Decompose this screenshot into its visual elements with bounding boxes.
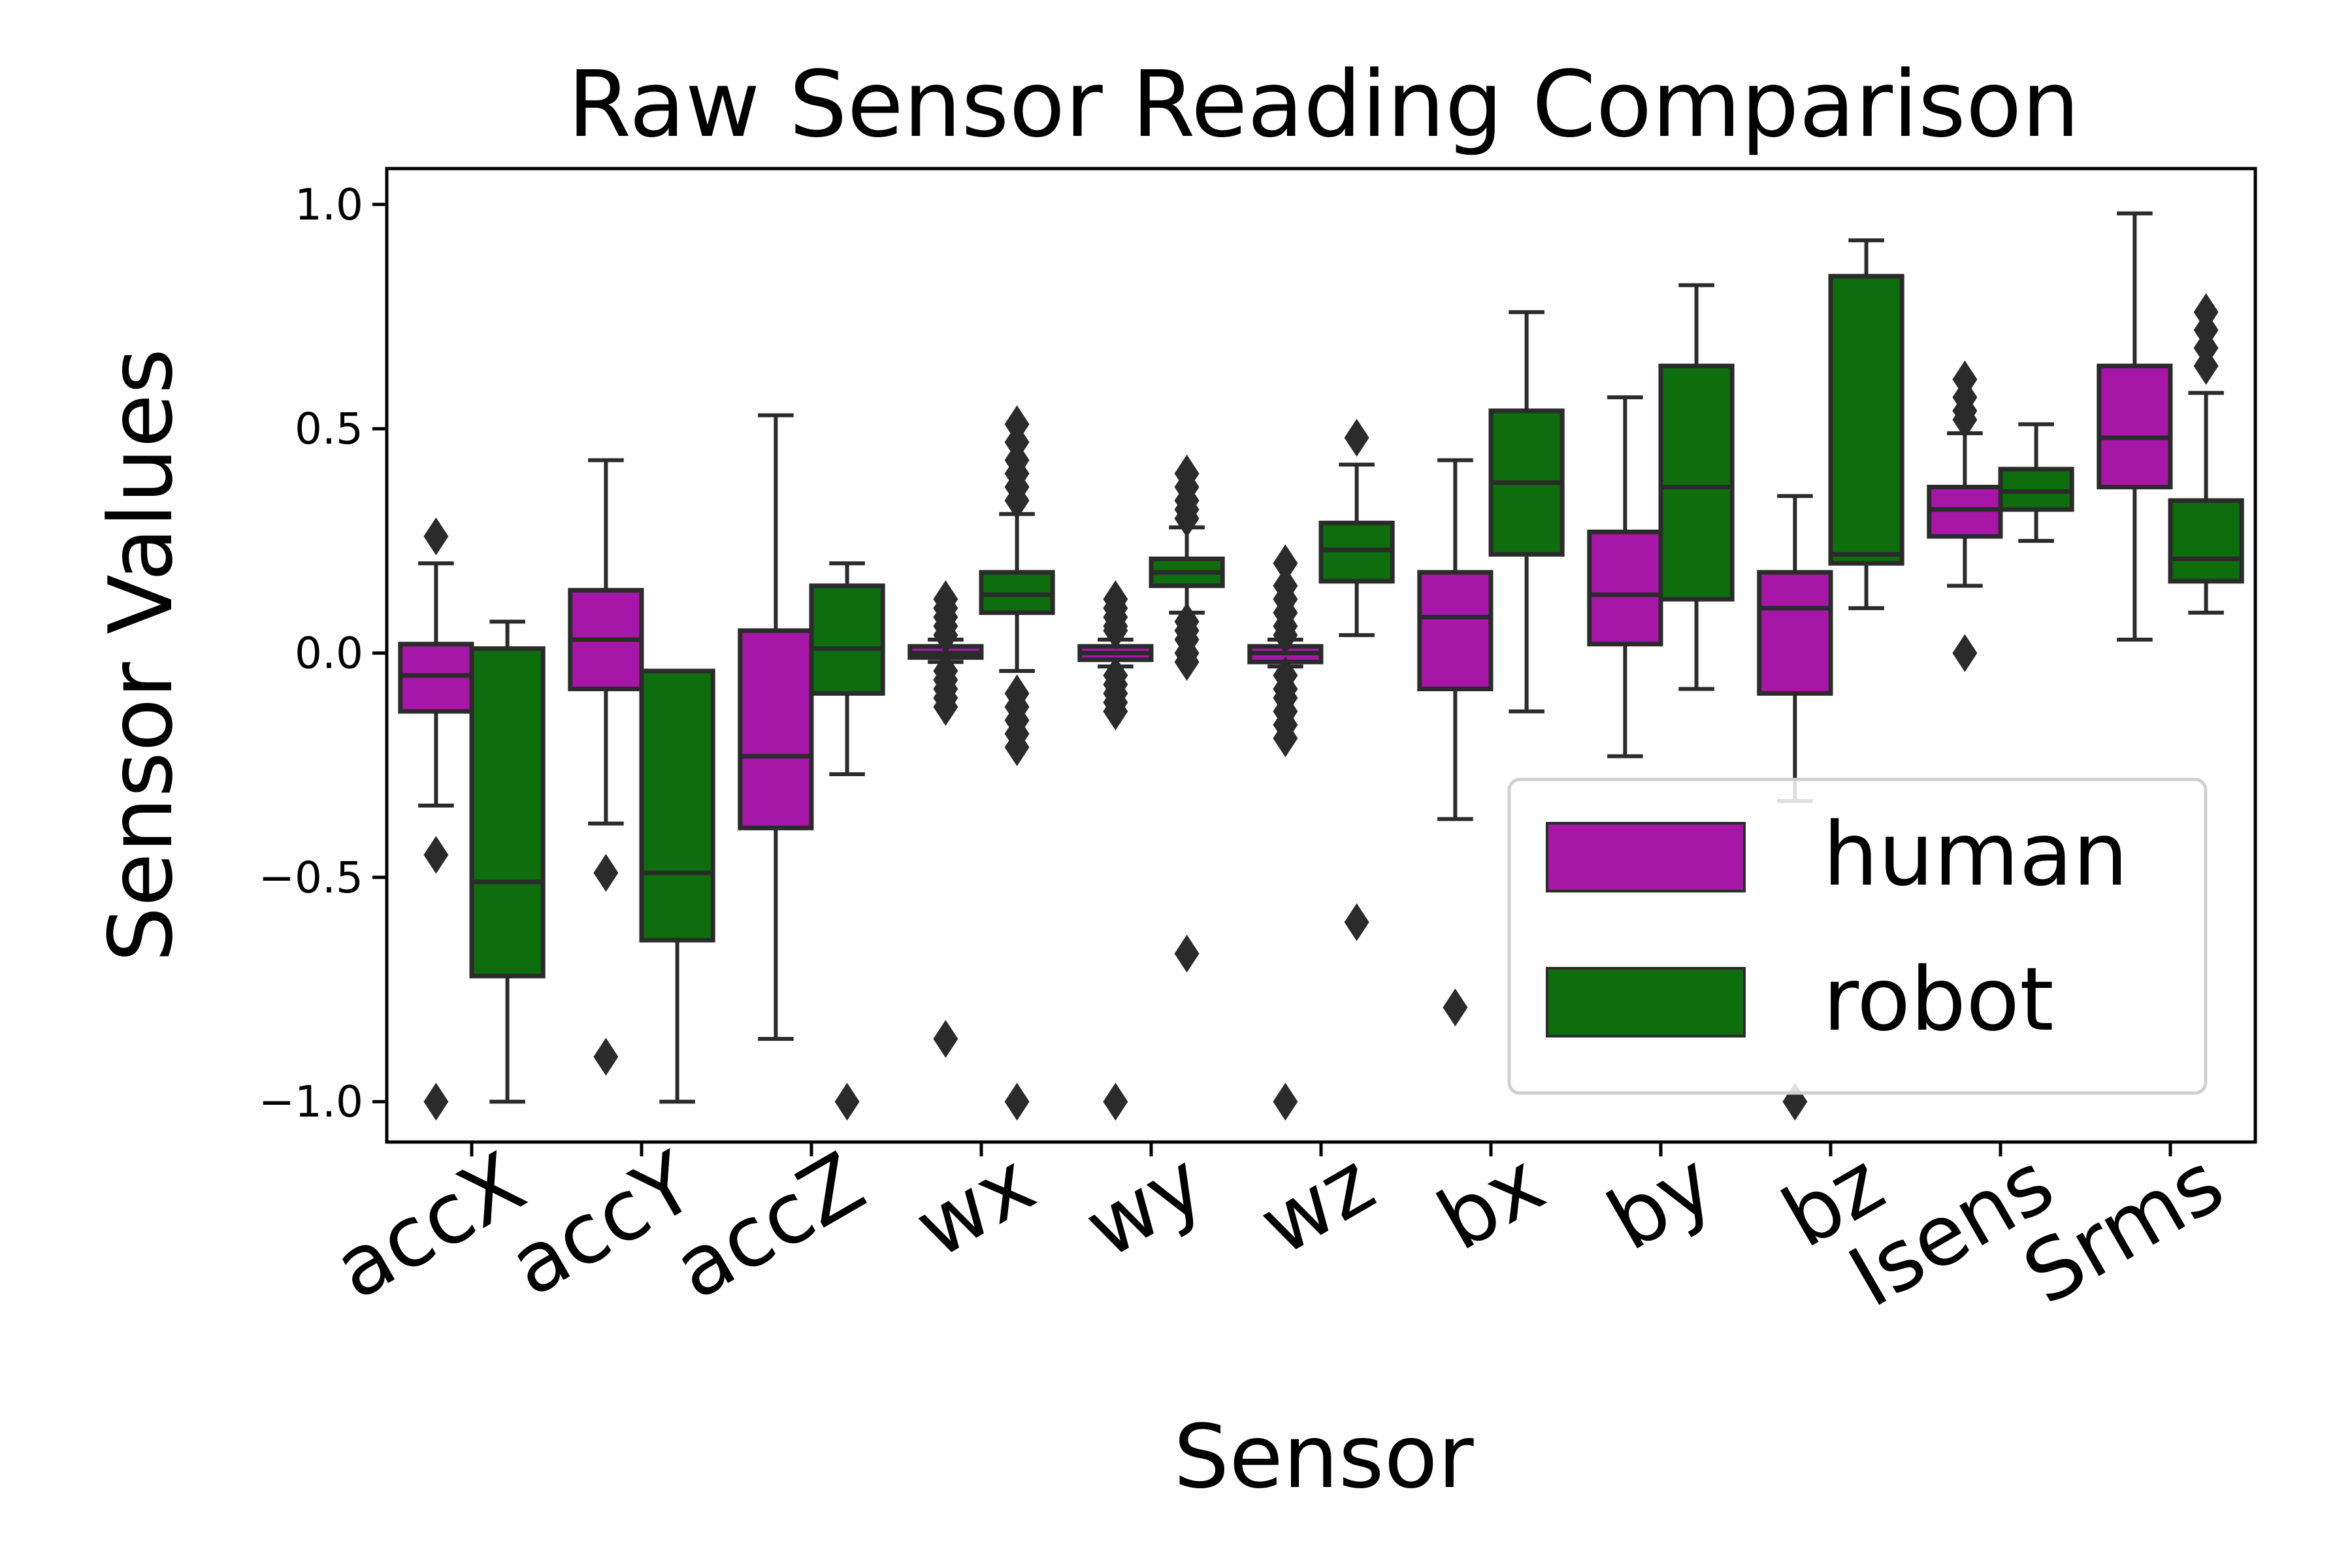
outlier-point bbox=[1174, 934, 1200, 973]
box-group bbox=[2097, 211, 2173, 642]
box-group bbox=[1488, 310, 1565, 713]
human-box bbox=[1587, 529, 1663, 647]
box-group bbox=[1417, 458, 1494, 1027]
outlier-point bbox=[423, 517, 449, 556]
outlier-point bbox=[423, 1083, 449, 1121]
box-group bbox=[809, 561, 885, 1121]
robot-box bbox=[469, 646, 546, 979]
outlier-point bbox=[593, 1037, 619, 1076]
legend-swatch-human bbox=[1546, 822, 1746, 892]
outlier-point bbox=[1344, 418, 1369, 457]
human-box bbox=[1757, 570, 1833, 696]
robot-box bbox=[1658, 363, 1735, 602]
legend: human robot bbox=[1507, 777, 2208, 1095]
plot-area-frame bbox=[385, 167, 2257, 1144]
outlier-point bbox=[1174, 643, 1200, 681]
y-tick-label: 0.5 bbox=[295, 404, 363, 454]
outlier-point bbox=[593, 854, 619, 892]
y-tick-label: 0.0 bbox=[295, 629, 363, 679]
box-group bbox=[738, 413, 814, 1041]
box-group bbox=[1149, 454, 1225, 973]
box-group bbox=[469, 619, 546, 1104]
box-group bbox=[1658, 283, 1735, 691]
box-group bbox=[1757, 494, 1833, 1121]
box-plot-marks bbox=[398, 211, 2244, 1121]
box-group bbox=[907, 580, 984, 1058]
box-group bbox=[1998, 422, 2074, 543]
outlier-point bbox=[1344, 903, 1369, 941]
outlier-point bbox=[1273, 616, 1298, 655]
outlier-point bbox=[1273, 544, 1298, 583]
box-group bbox=[1247, 544, 1324, 1121]
y-axis-ticks: 1.0 0.5 0.0 −0.5 −1.0 bbox=[259, 180, 387, 1127]
box-group bbox=[1318, 418, 1395, 941]
outlier-point bbox=[1103, 692, 1128, 730]
chart-title: Raw Sensor Reading Comparison bbox=[568, 52, 2080, 158]
outlier-point bbox=[1952, 400, 1978, 439]
x-axis-label: Sensor bbox=[1173, 1406, 1474, 1508]
outlier-point bbox=[1103, 612, 1128, 650]
outlier-point bbox=[2193, 347, 2219, 385]
box-group bbox=[979, 405, 1055, 1121]
y-tick-label: −0.5 bbox=[259, 853, 363, 903]
outlier-point bbox=[834, 1083, 860, 1121]
outlier-point bbox=[1103, 1083, 1128, 1121]
robot-box bbox=[1828, 274, 1904, 566]
y-tick-label: 1.0 bbox=[295, 180, 363, 230]
outlier-point bbox=[1273, 719, 1298, 758]
legend-label-robot: robot bbox=[1823, 949, 2054, 1051]
human-box bbox=[738, 628, 814, 830]
human-box bbox=[1417, 570, 1494, 691]
outlier-point bbox=[1273, 1083, 1298, 1121]
outlier-point bbox=[1174, 499, 1200, 538]
legend-swatch-robot bbox=[1546, 967, 1746, 1037]
robot-box bbox=[809, 583, 885, 696]
outlier-point bbox=[933, 1020, 958, 1058]
outlier-point bbox=[1952, 634, 1978, 672]
outlier-point bbox=[1004, 728, 1030, 766]
outlier-point bbox=[1004, 1083, 1030, 1121]
box-group bbox=[639, 668, 715, 1104]
legend-label-human: human bbox=[1823, 804, 2128, 906]
robot-box bbox=[2168, 498, 2244, 584]
outlier-point bbox=[1004, 482, 1030, 520]
robot-box bbox=[639, 668, 715, 943]
box-group bbox=[568, 458, 644, 1076]
outlier-point bbox=[1443, 988, 1468, 1027]
y-tick-label: −1.0 bbox=[259, 1077, 363, 1127]
y-axis-label: Sensor Values bbox=[90, 348, 192, 962]
box-group bbox=[1828, 238, 1904, 610]
human-box bbox=[2097, 363, 2173, 490]
outlier-point bbox=[933, 616, 958, 655]
box-group bbox=[1077, 580, 1154, 1121]
box-group bbox=[2168, 293, 2244, 615]
outlier-point bbox=[423, 836, 449, 874]
outlier-point bbox=[933, 687, 958, 726]
